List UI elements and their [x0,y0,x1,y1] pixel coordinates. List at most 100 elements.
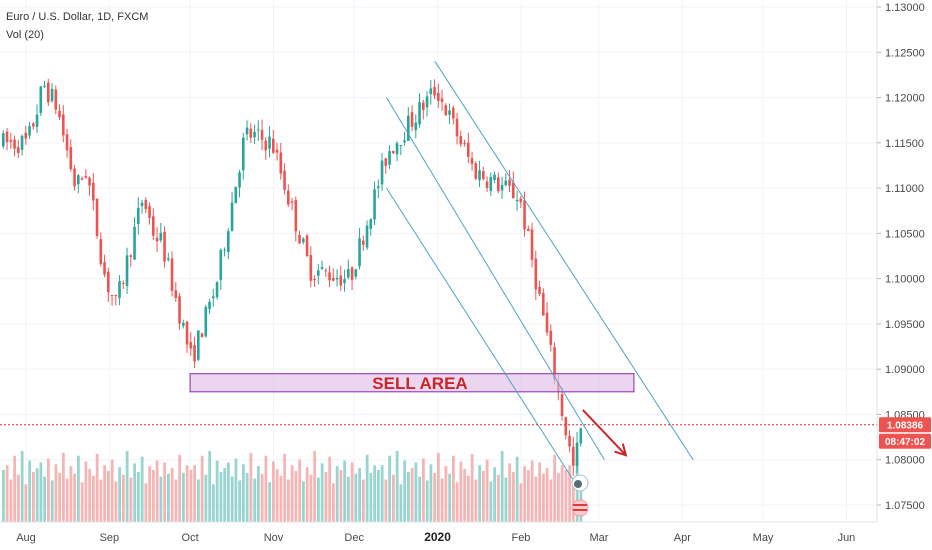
candle [155,227,159,253]
volume-bar [88,469,92,522]
volume-bar [380,465,384,522]
volume-bar [508,463,512,522]
time-axis[interactable]: Aug Sep Oct Nov Dec 2020 Feb Mar Apr May Jun [16,530,855,544]
candle-body [437,92,440,101]
candle [208,299,211,315]
candle-body [92,182,95,201]
volume-bar [527,470,530,522]
candle [238,169,241,198]
candle-body [568,435,571,447]
volume-bar [242,464,245,522]
volume-bar [444,466,448,522]
candle-body [182,322,185,326]
candle-body [317,270,320,276]
volume-bar [482,470,485,522]
volume-bar [144,483,148,522]
candle [144,197,148,214]
volume-bar [433,472,437,522]
volume-bar [170,468,174,522]
volume-bar [455,482,459,522]
volume-indicator-label[interactable]: Vol (20) [6,29,44,41]
candle-body [384,158,388,166]
candle [268,126,271,158]
candle [500,176,504,199]
candle [564,416,568,440]
candle [200,332,204,338]
candle [253,124,256,145]
candle [54,85,58,115]
volume-bar [452,455,455,522]
time-tick-label: Nov [264,532,284,544]
event-markers[interactable] [571,474,589,517]
volume-bar [279,475,283,522]
candle [92,173,95,211]
volume-bar [99,479,103,522]
volume-bar [268,482,272,522]
candle-body [500,184,504,191]
candle-body [444,105,448,116]
candle [20,134,24,156]
volume-bar [223,468,227,522]
candle [24,125,28,145]
candle-body [302,238,305,243]
candle-body [238,172,241,188]
candle [474,161,478,181]
candle-body [377,186,380,188]
us-flag-event-icon[interactable] [571,499,589,517]
volume-bar [129,477,133,522]
candle [219,248,223,290]
candle-body [219,249,223,280]
candle-body [395,143,399,155]
volume-bar [20,451,24,522]
candle [272,130,275,154]
candle [163,226,166,268]
countdown-tag: 08:47:02 [879,433,931,449]
candle [65,128,69,158]
candle-body [73,168,76,187]
candle-body [504,180,508,186]
candle-body [347,269,350,278]
volume-bar [43,476,47,522]
price-tick-label: 1.13000 [885,2,925,14]
candle-body [114,294,118,296]
candle [99,232,103,267]
candle [294,196,298,242]
candle [575,432,579,473]
volume-bar [324,471,328,522]
candle [403,131,406,146]
candle-body [13,139,16,149]
candle-body [80,178,84,180]
candle [313,275,316,287]
volume-bar [538,462,542,522]
candle-body [200,333,204,338]
candle-body [257,129,260,131]
volume-bar [332,483,335,522]
volume-bar [230,476,234,522]
price-tick-label: 1.12500 [885,47,925,59]
candle [95,198,99,239]
candle-body [110,294,114,296]
candle-body [335,277,339,280]
candle-body [459,136,463,145]
candle-body [20,135,24,150]
candle [167,252,170,262]
volume-bar [557,472,560,522]
candle-body [523,200,526,230]
candle-body [425,96,429,108]
candle [459,130,463,148]
volume-bar [504,477,508,522]
candle-body [497,177,500,192]
candle [407,107,410,142]
volume-bar [28,460,32,522]
time-tick-label: Mar [589,532,608,544]
candle-body [245,127,249,135]
candle [377,179,380,199]
candle-body [2,133,5,147]
time-tick-label: May [753,532,774,544]
volume-bar [512,471,515,522]
volume-bar [474,479,478,522]
price-axis[interactable]: 1.13000 1.12500 1.12000 1.11500 1.11000 1.105… [877,2,925,512]
candle-body [324,270,328,272]
price-tick-label: 1.11500 [885,138,924,150]
